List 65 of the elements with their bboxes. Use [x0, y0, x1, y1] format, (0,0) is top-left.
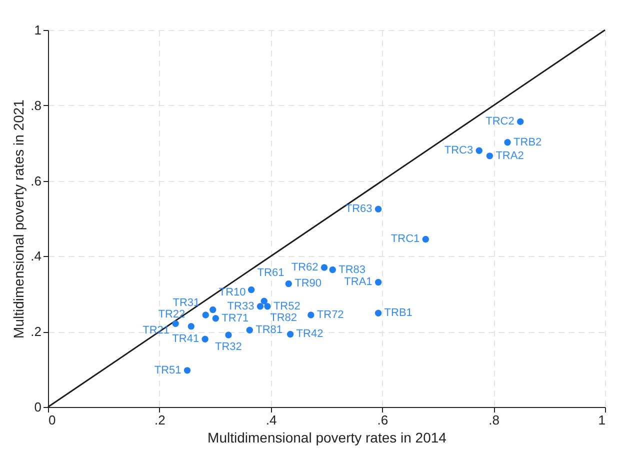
data-label: TR62: [291, 262, 318, 274]
point: [374, 310, 382, 316]
data-label: TRB1: [384, 307, 412, 320]
point: [486, 152, 494, 160]
point: [210, 306, 216, 314]
data-label: TR51: [154, 364, 182, 376]
data-label: TR71: [222, 312, 249, 324]
y-tick-label: .2: [30, 324, 42, 340]
data-label: TRC1: [390, 233, 420, 246]
x-axis-title: Multidimensional poverty rates in 2014: [208, 430, 447, 446]
data-label: TR63: [345, 203, 372, 216]
point: [184, 367, 191, 374]
data-label: TR22: [158, 308, 186, 320]
point: [225, 332, 232, 338]
y-tick-label: 0: [34, 400, 42, 414]
data-label: TR81: [256, 324, 283, 336]
point: [256, 302, 264, 310]
data-label: TR61: [257, 266, 284, 279]
x-tick-label: .6: [377, 412, 388, 428]
point: [172, 320, 179, 328]
y-tick-label: .6: [30, 173, 42, 188]
data-label: TRB2: [514, 136, 542, 148]
data-label: TR72: [316, 309, 344, 322]
point: [285, 280, 292, 288]
x-tick-label: 0: [48, 412, 56, 428]
point: [374, 278, 382, 286]
point: [329, 266, 336, 274]
x-tick-label: .4: [266, 412, 277, 428]
x-tick-label: .2: [154, 412, 166, 428]
data-label: TR41: [172, 333, 200, 346]
data-label: TR31: [172, 297, 200, 310]
point: [212, 315, 220, 322]
data-label: TR33: [227, 300, 254, 312]
data-label: TRA1: [344, 276, 372, 288]
y-tick-label: .8: [30, 98, 42, 113]
data-label: TRA2: [496, 150, 524, 162]
point: [308, 312, 314, 318]
point: [202, 312, 209, 318]
point: [188, 322, 195, 330]
point: [260, 298, 268, 304]
data-label: TR10: [218, 286, 246, 299]
y-axis-title: Multidimensional poverty rates in 2021: [10, 99, 27, 338]
point: [374, 206, 382, 212]
data-label: TRC3: [444, 144, 474, 157]
data-label: TR83: [338, 264, 366, 276]
point: [476, 147, 482, 154]
data-label: TR32: [215, 340, 242, 353]
x-tick-label: 1: [598, 412, 606, 428]
point: [264, 302, 271, 310]
point: [516, 118, 524, 125]
y-tick-label: 1: [34, 22, 42, 38]
point: [286, 330, 294, 338]
point: [422, 236, 429, 243]
point: [320, 264, 328, 271]
x-tick-label: .8: [488, 412, 500, 428]
data-label: TR52: [273, 300, 300, 312]
point: [504, 139, 511, 146]
y-tick-label: .4: [30, 248, 42, 264]
point: [202, 336, 208, 342]
data-label: TR42: [296, 328, 324, 340]
point: [248, 286, 255, 294]
point: [246, 326, 253, 334]
data-label: TR82: [270, 312, 298, 324]
data-label: TR90: [294, 278, 322, 290]
data-label: TRC2: [486, 116, 514, 128]
